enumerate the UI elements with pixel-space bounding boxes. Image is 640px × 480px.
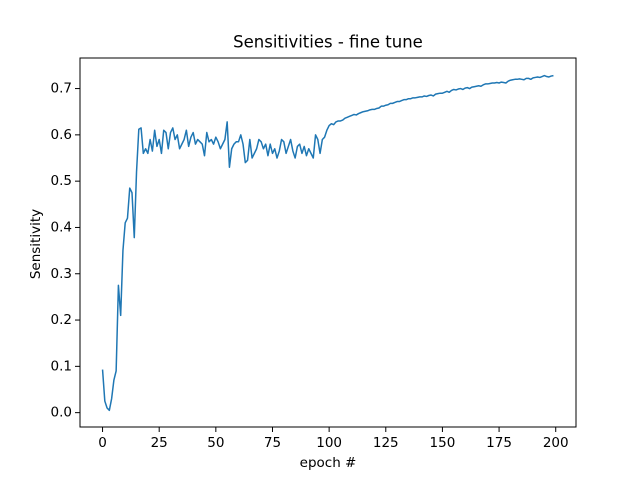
y-tick-label: 0.0 — [51, 405, 72, 421]
x-tick-label: 0 — [98, 435, 107, 451]
y-axis-label: Sensitivity — [28, 209, 44, 279]
y-tick-label: 0.5 — [51, 173, 72, 189]
axes-frame — [79, 57, 577, 428]
x-tick-label: 75 — [264, 435, 281, 451]
y-tick-label: 0.6 — [51, 127, 72, 143]
x-axis-label: epoch # — [300, 455, 357, 471]
y-tick-label: 0.2 — [51, 312, 72, 328]
x-tick-label: 25 — [151, 435, 168, 451]
chart-title: Sensitivities - fine tune — [233, 33, 423, 52]
y-tick-label: 0.7 — [51, 81, 72, 97]
x-tick-label: 50 — [207, 435, 224, 451]
x-tick-label: 175 — [486, 435, 512, 451]
y-tick-label: 0.4 — [51, 219, 72, 235]
x-tick-label: 200 — [543, 435, 569, 451]
x-tick-label: 125 — [373, 435, 399, 451]
x-tick-label: 150 — [430, 435, 456, 451]
y-tick-label: 0.3 — [51, 266, 72, 282]
data-line — [101, 74, 554, 412]
x-tick-label: 100 — [316, 435, 342, 451]
y-tick-label: 0.1 — [51, 358, 72, 374]
